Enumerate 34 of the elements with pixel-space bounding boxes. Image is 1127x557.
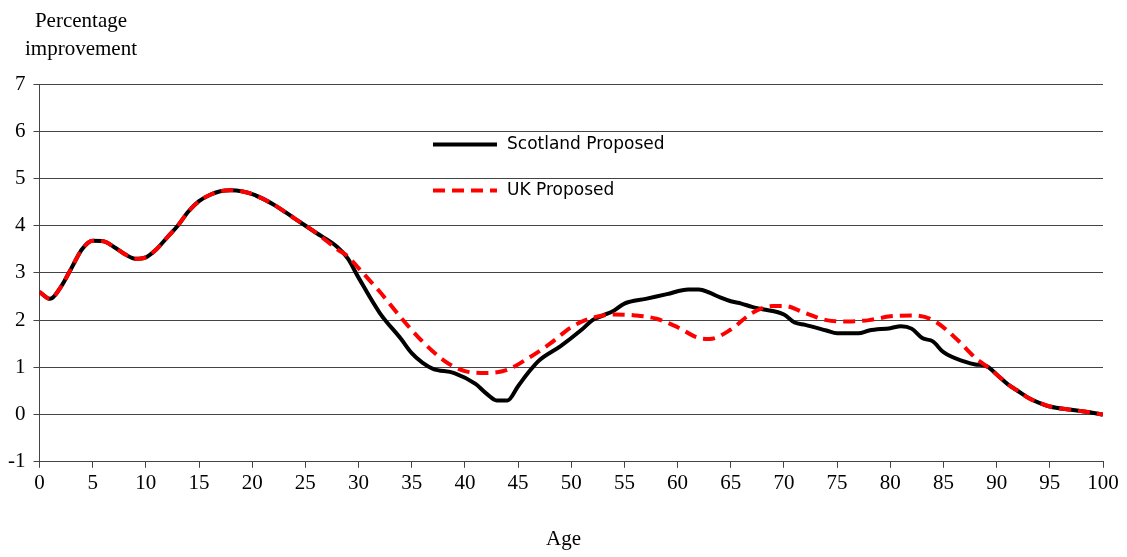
x-tick-label: 70 — [773, 469, 795, 494]
y-tick-label: 3 — [14, 259, 26, 284]
y-tick-label: -1 — [7, 448, 26, 473]
y-tick-label: 2 — [14, 306, 26, 331]
x-tick-label: 40 — [454, 469, 476, 494]
x-tick-label: 15 — [188, 469, 210, 494]
x-tick-label: 5 — [87, 469, 98, 494]
x-tick-label: 95 — [1039, 469, 1061, 494]
x-tick-label: 45 — [507, 469, 529, 494]
legend-label: Scotland Proposed — [506, 132, 665, 153]
x-tick-label: 75 — [826, 469, 848, 494]
x-tick-label: 0 — [34, 469, 45, 494]
x-tick-label: 10 — [135, 469, 157, 494]
x-tick-label: 30 — [348, 469, 370, 494]
y-tick-label: 7 — [14, 70, 26, 95]
legend-label: UK Proposed — [506, 178, 615, 199]
x-tick-label: 100 — [1087, 469, 1119, 494]
x-tick-label: 50 — [560, 469, 582, 494]
y-tick-label: 1 — [14, 353, 26, 378]
x-tick-label: 60 — [667, 469, 689, 494]
x-tick-label: 35 — [401, 469, 423, 494]
x-axis-title: Age — [545, 526, 582, 551]
x-tick-label: 90 — [986, 469, 1008, 494]
y-tick-label: 6 — [14, 117, 26, 142]
x-tick-label: 25 — [294, 469, 316, 494]
y-tick-label: 5 — [14, 164, 26, 189]
x-tick-label: 20 — [241, 469, 263, 494]
y-tick-label: 0 — [14, 401, 26, 426]
x-tick-label: 85 — [932, 469, 954, 494]
y-axis-title: Percentage improvement — [24, 7, 138, 62]
x-tick-label: 55 — [613, 469, 635, 494]
x-tick-label: 80 — [879, 469, 901, 494]
x-tick-label: 65 — [720, 469, 742, 494]
y-tick-label: 4 — [14, 212, 26, 237]
